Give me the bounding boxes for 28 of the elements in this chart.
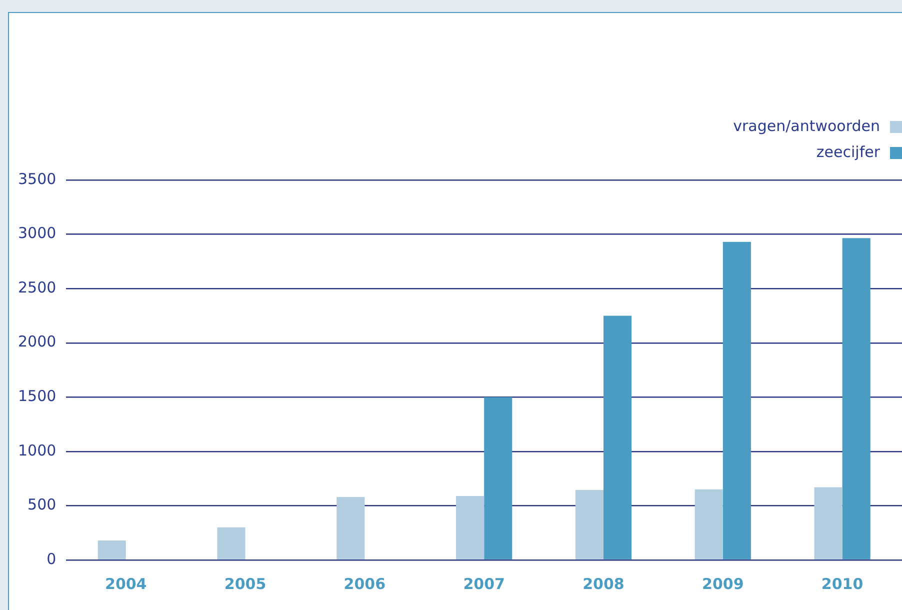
x-tick-label: 2007 — [463, 574, 505, 593]
x-tick-label: 2005 — [224, 574, 266, 593]
legend-label: zeecijfer — [816, 143, 880, 161]
x-tick-label: 2010 — [821, 574, 864, 593]
x-tick-label: 2004 — [105, 574, 147, 593]
bar — [217, 527, 246, 560]
bar — [694, 489, 723, 560]
bar — [842, 238, 870, 560]
y-tick-label: 1500 — [18, 387, 56, 406]
bar — [603, 316, 632, 560]
bar — [456, 496, 484, 560]
x-tick-label: 2006 — [344, 574, 386, 593]
bar — [484, 397, 512, 560]
x-tick-label: 2009 — [702, 574, 744, 593]
y-tick-label: 0 — [46, 550, 56, 568]
bar — [98, 540, 126, 560]
bar — [722, 242, 751, 560]
y-tick-label: 500 — [28, 496, 56, 514]
y-tick-label: 1000 — [18, 441, 56, 460]
y-tick-label: 3500 — [18, 170, 56, 188]
bar — [336, 497, 365, 560]
legend-label: vragen/antwoorden — [733, 117, 880, 135]
y-tick-label: 2000 — [18, 332, 56, 351]
y-tick-label: 2500 — [18, 278, 56, 296]
y-tick-label: 3000 — [18, 224, 56, 242]
bar — [575, 490, 604, 560]
bar — [814, 487, 842, 560]
x-tick-label: 2008 — [582, 574, 624, 593]
